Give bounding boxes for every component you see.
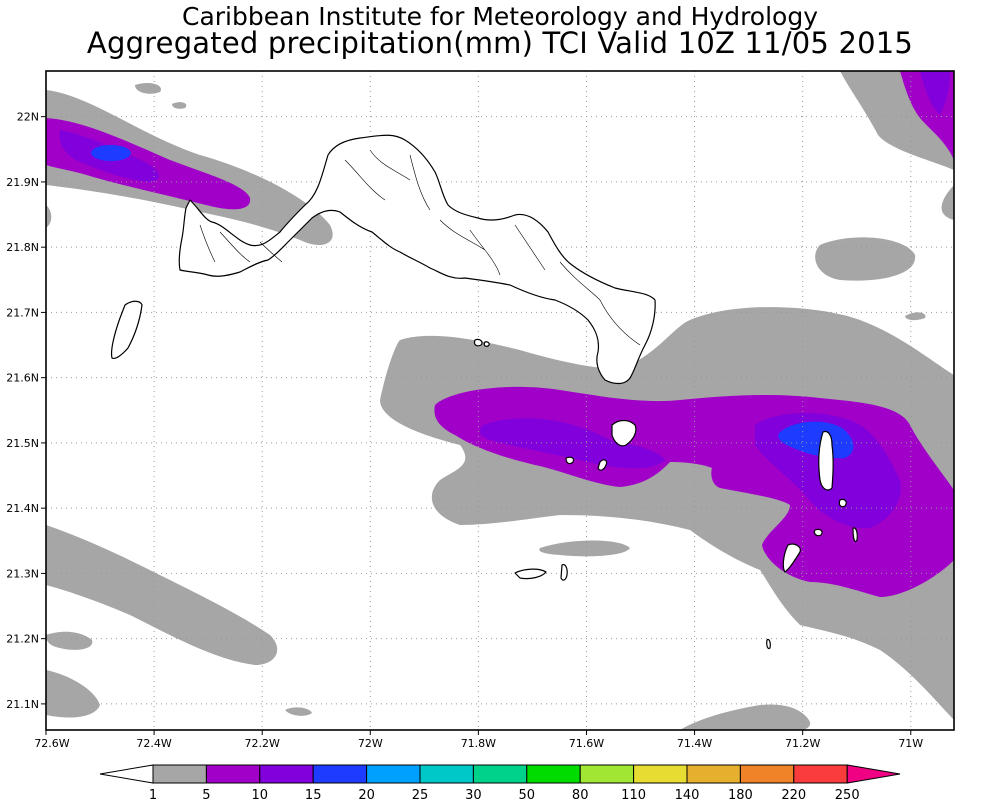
lat-tick-label: 21.2N <box>6 633 39 646</box>
colorbar-swatch <box>472 764 528 784</box>
colorbar-label: 10 <box>252 788 269 800</box>
lon-tick-label: 72.6W <box>34 737 69 750</box>
district-boundaries <box>199 149 641 346</box>
west-caicos <box>110 300 143 360</box>
lon-tick-label: 72.2W <box>245 737 280 750</box>
colorbar-label: 5 <box>202 788 210 800</box>
colorbar-label: 25 <box>412 788 429 800</box>
lat-tick-label: 22N <box>17 111 39 124</box>
lat-tick-label: 21.7N <box>6 306 39 319</box>
colorbar-swatch <box>205 764 261 784</box>
lon-tick-label: 71.4W <box>677 737 712 750</box>
precip-colorbar: 1 5 10 15 20 25 30 50 80 110 140 180 220 250 <box>99 764 901 800</box>
lon-tick-label: 72W <box>358 737 383 750</box>
colorbar-label: 1 <box>149 788 157 800</box>
colorbar-label: 110 <box>621 788 646 800</box>
ambergris-cay <box>514 568 547 580</box>
colorbar-swatch <box>312 764 368 784</box>
colorbar-swatch <box>526 764 581 784</box>
colorbar-label: 30 <box>465 788 482 800</box>
colorbar-min-arrow <box>99 764 154 784</box>
precip-band-15-20 <box>91 145 854 459</box>
lat-tick-label: 21.4N <box>6 502 39 515</box>
lon-tick-label: 71.6W <box>569 737 604 750</box>
precip-fields <box>46 71 954 730</box>
lon-tick-label: 71W <box>898 737 923 750</box>
colorbar-swatch <box>686 764 741 784</box>
colorbar-label: 220 <box>781 788 806 800</box>
long-cay <box>611 419 637 447</box>
product-title: Aggregated precipitation(mm) TCI Valid 1… <box>86 26 914 60</box>
island-coastlines <box>110 134 858 650</box>
colorbar-label: 180 <box>728 788 753 800</box>
colorbar-swatch <box>259 764 314 784</box>
lat-tick-label: 21.5N <box>6 437 39 450</box>
colorbar-label: 50 <box>519 788 536 800</box>
caicos-bank-islands <box>178 134 656 385</box>
colorbar-swatch <box>739 764 795 784</box>
grand-turk <box>818 430 834 491</box>
lat-tick-label: 21.3N <box>6 567 39 580</box>
colorbar-swatch <box>633 764 688 784</box>
axis-ticks <box>41 116 912 735</box>
colorbar-swatch <box>419 764 474 784</box>
lat-tick-label: 21.6N <box>6 372 39 385</box>
lat-tick-label: 21.9N <box>6 176 39 189</box>
colorbar-swatch <box>366 764 421 784</box>
colorbar-swatch <box>152 764 207 784</box>
lat-tick-label: 21.1N <box>6 698 39 711</box>
colorbar-label: 140 <box>675 788 700 800</box>
colorbar-label: 80 <box>572 788 589 800</box>
lon-tick-label: 72.4W <box>136 737 171 750</box>
colorbar-max-arrow <box>846 764 901 784</box>
colorbar-label: 250 <box>835 788 860 800</box>
axis-tick-labels: 72.6W 72.4W 72.2W 72W 71.8W 71.6W 71.4W 71.2W 71… <box>6 111 923 750</box>
colorbar-label: 20 <box>358 788 375 800</box>
lon-tick-label: 71.8W <box>461 737 496 750</box>
map-frame <box>45 70 955 731</box>
lon-tick-label: 71.2W <box>785 737 820 750</box>
colorbar-swatch <box>793 764 848 784</box>
institute-title: Caribbean Institute for Meteorology and … <box>182 2 818 31</box>
salt-cay <box>782 543 801 573</box>
lat-tick-label: 21.8N <box>6 241 39 254</box>
colorbar-swatch <box>579 764 635 784</box>
colorbar-label: 15 <box>305 788 322 800</box>
